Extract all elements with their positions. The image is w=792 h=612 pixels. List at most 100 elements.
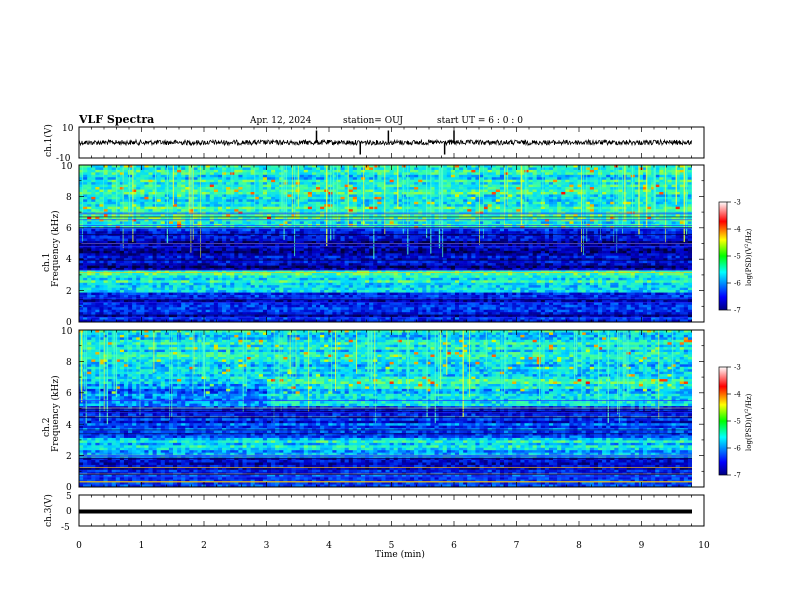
spectrogram-cell (291, 189, 296, 193)
spectrogram-cell (303, 204, 309, 207)
spectrogram-cell (434, 172, 439, 176)
spectrogram-cell (283, 194, 288, 198)
spectrogram-cell (340, 184, 345, 188)
spectrogram-cell (360, 223, 366, 227)
spectrogram-cell (348, 189, 354, 193)
spectrogram-cell (209, 194, 215, 198)
spectrogram-cell (172, 228, 178, 232)
spectrogram-cell (136, 184, 141, 188)
spectrogram-cell (79, 179, 84, 183)
spectrogram-cell (675, 174, 681, 178)
spectrogram-cell (610, 167, 615, 171)
spectrogram-cell (491, 179, 497, 183)
spectrogram-cell (577, 216, 582, 220)
spectrogram-cell (520, 191, 525, 195)
spectrogram-cell (667, 236, 672, 239)
spectrogram-cell (389, 169, 394, 173)
spectrogram-cell (553, 221, 558, 225)
spectrogram-cell (250, 209, 256, 212)
spectrogram-cell (446, 169, 452, 173)
spectrogram-cell (193, 209, 198, 212)
spectrogram-cell (307, 199, 313, 203)
spectrogram-cell (642, 238, 648, 242)
spectrogram-cell (467, 177, 472, 181)
spectrogram-cell (352, 174, 358, 178)
spectrogram-cell (234, 184, 239, 188)
spectrogram-cell (418, 236, 423, 239)
spectrogram-cell (136, 223, 141, 227)
spectrogram-cell (553, 201, 558, 205)
spectrogram-cell (442, 228, 448, 232)
spectrogram-cell (634, 182, 640, 185)
spectrogram-cell (655, 182, 660, 185)
spectrogram-cell (544, 189, 550, 193)
spectrogram-cell (205, 204, 211, 207)
spectrogram-cell (152, 238, 157, 242)
spectrogram-cell (577, 221, 582, 225)
spectrogram-cell (642, 231, 648, 234)
spectrogram-cell (385, 172, 390, 176)
spectrogram-cell (508, 167, 513, 171)
spectrogram-cell (222, 218, 227, 222)
spectrogram-cell (307, 231, 313, 234)
spectrogram-cell (561, 238, 566, 242)
spectrogram-cell (516, 218, 521, 222)
spectrogram-cell (499, 182, 505, 185)
spectrogram-cell (226, 182, 231, 185)
spectrogram-cell (638, 187, 644, 190)
spectrogram-cell (553, 199, 558, 203)
spectrogram-cell (565, 223, 570, 227)
spectrogram-cell (197, 233, 202, 237)
spectrogram-cell (573, 189, 578, 193)
spectrogram-cell (271, 187, 276, 190)
spectrogram-cell (397, 214, 403, 217)
spectrogram-cell (266, 179, 272, 183)
spectrogram-cell (459, 182, 464, 185)
spectrogram-cell (634, 218, 640, 222)
spectrogram-cell (99, 233, 104, 237)
spectrogram-cell (475, 179, 480, 183)
spectrogram-cell (201, 238, 206, 242)
spectrogram-cell (687, 214, 693, 217)
spectrogram-cell (528, 218, 533, 222)
spectrogram-cell (336, 184, 341, 188)
spectrogram-cell (275, 194, 280, 198)
spectrogram-cell (258, 165, 264, 168)
spectrogram-cell (217, 196, 223, 200)
spectrogram-cell (548, 209, 554, 212)
spectrogram-cell (565, 209, 570, 212)
spectrogram-cell (463, 179, 468, 183)
spectrogram-cell (410, 221, 415, 225)
spectrogram-cell (504, 228, 509, 232)
spectrogram-cell (209, 199, 215, 203)
spectrogram-cell (418, 191, 423, 195)
spectrogram-cell (667, 221, 672, 225)
spectrogram-cell (642, 191, 648, 195)
spectrogram-cell (217, 206, 223, 210)
spectrogram-cell (287, 182, 292, 185)
spectrogram-cell (606, 167, 611, 171)
spectrogram-cell (385, 199, 390, 203)
spectrogram-cell (630, 233, 636, 237)
spectrogram-cell (532, 214, 538, 217)
spectrogram-cell (446, 228, 452, 232)
spectrogram-cell (217, 223, 223, 227)
spectrogram-cell (463, 167, 468, 171)
spectrogram-cell (234, 221, 239, 225)
spectrogram-cell (254, 231, 260, 234)
spectrogram-cell (181, 204, 186, 207)
spectrogram-cell (520, 204, 525, 207)
spectrogram-cell (197, 182, 202, 185)
spectrogram-cell (638, 201, 644, 205)
spectrogram-cell (205, 184, 211, 188)
spectrogram-cell (111, 218, 117, 222)
spectrogram-cell (573, 223, 578, 227)
spectrogram-cell (642, 216, 648, 220)
spectrogram-cell (479, 216, 484, 220)
spectrogram-cell (630, 223, 636, 227)
spectrogram-cell (119, 231, 125, 234)
spectrogram-cell (295, 169, 300, 173)
spectrogram-cell (463, 199, 468, 203)
spectrogram-cell (99, 241, 104, 244)
spectrogram-cell (520, 231, 525, 234)
